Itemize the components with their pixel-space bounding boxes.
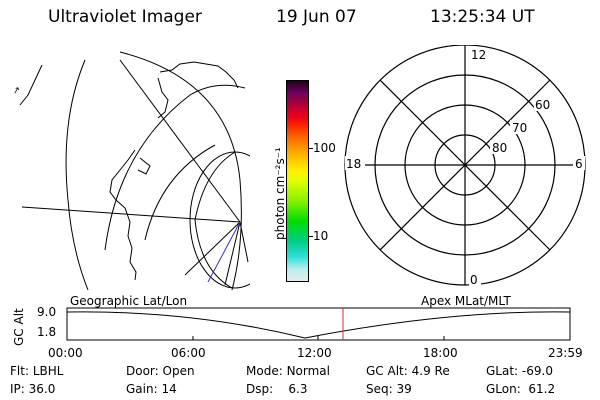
terminator-marker: →	[11, 85, 24, 97]
map-left-boundary	[65, 59, 89, 290]
geographic-panel-label: Geographic Lat/Lon	[70, 294, 188, 308]
gain-status: Gain: 14	[126, 382, 177, 396]
gcalt-label: GC Alt:	[366, 364, 408, 378]
time-label: 13:25:34 UT	[430, 7, 535, 27]
geographic-map: →	[11, 51, 250, 290]
satellite-track	[207, 221, 241, 283]
glon-label: GLon:	[486, 382, 521, 396]
mlt-label-12: 12	[471, 48, 486, 62]
filter-value: LBHL	[32, 364, 64, 378]
gain-value: 14	[161, 382, 177, 396]
gc-altitude-status: GC Alt: 4.9 Re	[366, 364, 450, 378]
time-tick-1800: 18:00	[423, 346, 458, 360]
glat-status: GLat: -69.0	[486, 364, 553, 378]
altitude-curve	[66, 311, 571, 339]
time-tick-0600: 06:00	[171, 346, 206, 360]
longitude-line	[224, 221, 241, 286]
latitude-circle	[144, 144, 216, 241]
altitude-plot	[66, 307, 571, 341]
coastline-fragment	[109, 149, 137, 281]
seq-label: Seq:	[366, 382, 393, 396]
ip-value: 36.0	[28, 382, 56, 396]
mlt-label-18: 18	[346, 157, 361, 171]
time-tick-0000: 00:00	[48, 346, 83, 360]
longitude-line	[239, 221, 249, 263]
map-boundary	[119, 51, 242, 290]
time-tick-1200: 12:00	[297, 346, 332, 360]
mlt-label-6: 6	[575, 157, 583, 171]
dsp-label: Dsp:	[246, 382, 274, 396]
colorbar-unit-label: photon cm⁻²s⁻¹	[273, 147, 287, 240]
time-tick-2359: 23:59	[548, 346, 583, 360]
latitude-circle	[104, 84, 246, 251]
date-label: 19 Jun 07	[276, 7, 357, 27]
filter-status: Flt: LBHL	[10, 364, 63, 378]
lat-label-80: 80	[492, 141, 507, 155]
dsp-status: Dsp: 6.3	[246, 382, 308, 396]
dsp-value: 6.3	[288, 382, 308, 396]
altitude-axis-label: GC Alt	[12, 308, 26, 346]
mode-value: Normal	[286, 364, 330, 378]
app-title: Ultraviolet Imager	[48, 7, 202, 27]
seq-status: Seq: 39	[366, 382, 412, 396]
door-status: Door: Open	[126, 364, 195, 378]
longitude-line	[119, 59, 241, 223]
colorbar-tick-10: 10	[313, 229, 329, 243]
mode-status: Mode: Normal	[246, 364, 330, 378]
gcalt-value: 4.9 Re	[411, 364, 450, 378]
glat-label: GLat:	[486, 364, 519, 378]
colorbar	[286, 80, 309, 282]
coastline-fragment	[157, 77, 169, 119]
lat-label-60: 60	[535, 98, 550, 112]
colorbar-tickmark	[308, 236, 313, 237]
glon-status: GLon: 61.2	[486, 382, 555, 396]
filter-label: Flt:	[10, 364, 29, 378]
door-label: Door:	[126, 364, 159, 378]
polar-diagonal	[379, 79, 551, 251]
coastline-fragment	[137, 157, 151, 175]
polar-plot: 12 0 18 6 60 70 80	[344, 45, 586, 287]
colorbar-tick-100: 100	[313, 141, 336, 155]
gain-label: Gain:	[126, 382, 158, 396]
latitude-ring-inner	[194, 151, 236, 289]
door-value: Open	[162, 364, 195, 378]
mode-label: Mode:	[246, 364, 283, 378]
coastline-fragment	[159, 61, 239, 89]
colorbar-tickmark	[308, 148, 313, 149]
glat-value: -69.0	[521, 364, 553, 378]
altitude-max-label: 9.0	[37, 305, 57, 319]
mlt-label-0: 0	[470, 273, 478, 287]
longitude-line	[184, 221, 241, 276]
lat-label-70: 70	[512, 121, 527, 135]
ip-label: IP:	[10, 382, 25, 396]
glon-value: 61.2	[528, 382, 556, 396]
seq-value: 39	[396, 382, 412, 396]
ip-status: IP: 36.0	[10, 382, 55, 396]
altitude-min-label: 1.8	[37, 325, 57, 339]
longitude-line	[21, 206, 241, 223]
apex-panel-label: Apex MLat/MLT	[421, 294, 511, 308]
coastline-fragment	[19, 64, 43, 106]
